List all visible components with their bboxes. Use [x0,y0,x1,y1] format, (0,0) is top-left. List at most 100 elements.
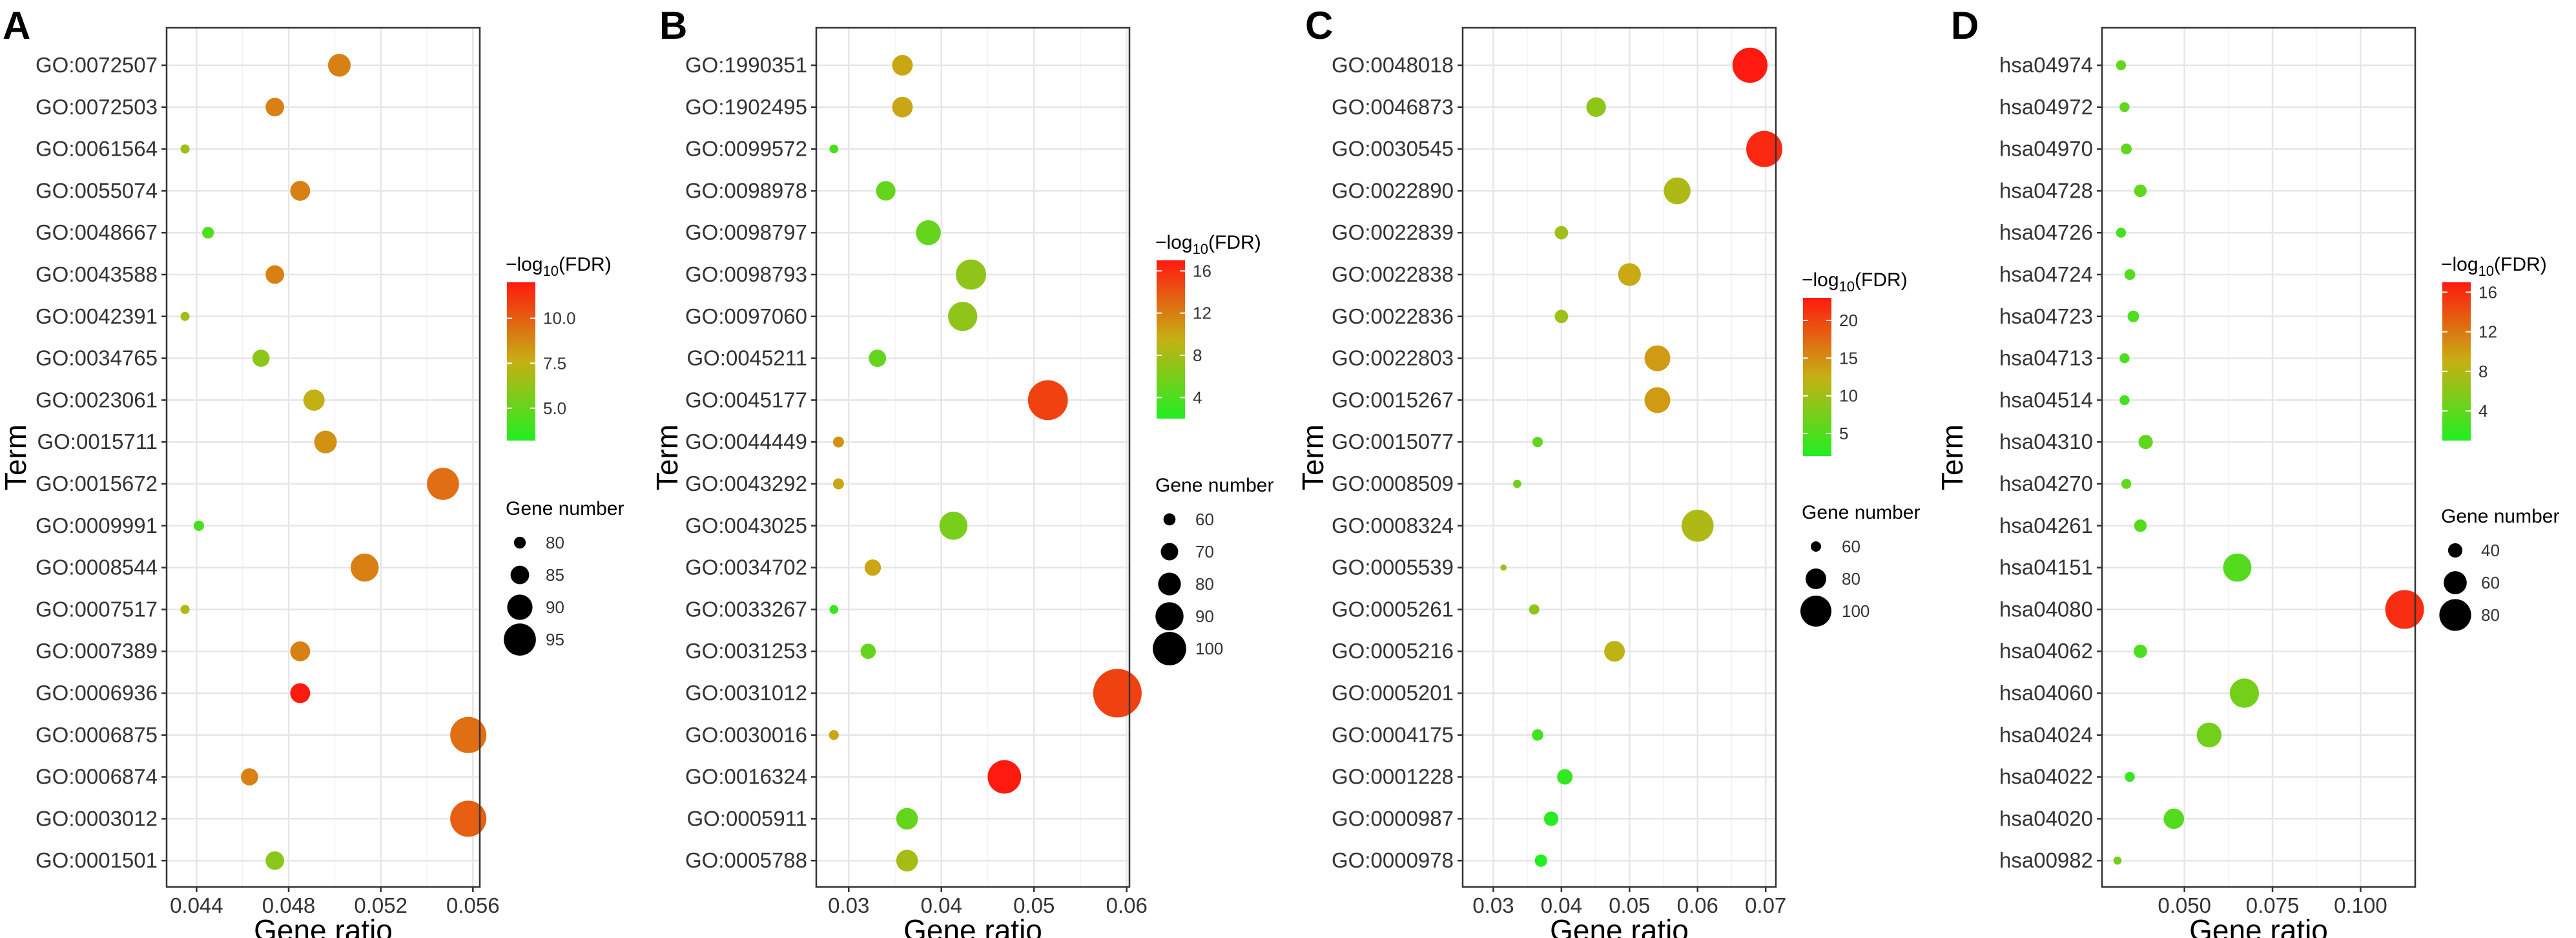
x-tick-label: 0.05 [1609,893,1650,917]
y-tick-label: GO:0043588 [36,262,158,286]
y-tick-label: GO:0005261 [1332,597,1454,621]
y-tick-label: GO:0099572 [685,137,807,161]
y-tick-label: hsa04726 [1999,220,2093,244]
data-point [265,265,284,284]
color-legend-title: −log10(FDR) [1155,232,1261,257]
color-tick-label: 8 [2478,362,2488,381]
data-point [860,643,876,660]
data-point [2124,269,2136,280]
data-point [829,605,839,614]
size-legend-label: 60 [1842,537,1860,556]
y-tick-label: hsa00982 [1999,848,2093,872]
y-tick-label: GO:0003012 [36,806,158,830]
y-tick-label: GO:1990351 [685,53,807,77]
size-legend-dot [1153,632,1186,665]
size-legend-label: 95 [546,630,564,649]
data-point [450,800,487,837]
panel-letter: C [1305,4,1333,47]
color-tick-label: 4 [2478,401,2488,421]
data-point [2119,102,2130,112]
x-tick-label: 0.075 [2246,893,2300,917]
x-tick-label: 0.06 [1106,893,1148,917]
data-point [892,55,913,76]
size-legend-dot [1160,543,1179,561]
size-legend-title: Gene number [1802,502,1920,523]
data-point [1554,225,1569,240]
data-point [896,808,918,830]
y-tick-label: GO:0022839 [1332,220,1454,244]
data-point [1543,811,1559,826]
data-point [327,54,351,77]
size-legend-title: Gene number [506,498,624,519]
data-point [193,520,205,531]
y-tick-label: GO:0016324 [685,765,807,789]
data-point [829,144,839,154]
x-tick-label: 0.048 [262,893,316,917]
y-axis-title: Term [1296,424,1330,490]
plot-frame [165,26,481,888]
data-point [1586,97,1606,117]
y-tick-label: hsa04972 [1999,95,2093,119]
size-legend-dot [2439,599,2471,631]
data-point [265,851,284,870]
y-tick-label: GO:0008324 [1332,514,1454,537]
x-tick-label: 0.04 [1541,893,1582,917]
color-tick-label: 4 [1193,388,1202,407]
data-point [1512,479,1521,488]
y-tick-label: GO:0045177 [685,388,807,412]
y-tick-label: GO:0005216 [1332,639,1454,663]
data-point [2223,553,2252,582]
data-point [892,96,913,118]
x-tick-label: 0.100 [2334,893,2387,917]
y-tick-label: hsa04728 [1999,178,2093,202]
y-tick-label: GO:0046873 [1332,95,1454,119]
size-legend-label: 80 [2481,605,2500,625]
y-tick-label: GO:0030016 [685,723,807,747]
size-legend-dot [1155,602,1184,631]
color-legend-title: −log10(FDR) [2441,254,2547,279]
size-legend-dot [1163,513,1176,526]
data-point [2229,678,2259,708]
size-legend-label: 80 [1195,574,1214,594]
data-point [832,478,844,490]
data-point [916,220,941,245]
size-legend-label: 60 [2481,573,2500,592]
x-tick-label: 0.052 [354,893,407,917]
data-point [427,468,459,500]
y-tick-label: GO:0005911 [686,806,807,830]
x-axis-title: Gene ratio [254,913,393,938]
size-legend-title: Gene number [1155,475,1273,496]
y-tick-label: GO:0006875 [36,723,158,747]
size-legend-label: 90 [546,598,564,617]
y-tick-label: hsa04270 [1999,472,2093,495]
data-point [987,760,1022,794]
y-tick-label: GO:0033267 [685,597,807,621]
size-legend-label: 80 [1842,569,1860,589]
data-point [241,768,258,786]
data-point [2196,722,2222,748]
y-tick-label: GO:0048667 [36,220,158,244]
y-tick-label: GO:1902495 [685,95,807,119]
color-bar [1157,260,1185,419]
data-point [1664,177,1691,205]
data-point [2113,856,2122,865]
size-legend-dot [1811,541,1821,552]
size-legend-label: 80 [546,533,564,552]
y-axis-title: Term [0,424,32,490]
y-tick-label: GO:0097060 [685,304,807,328]
y-tick-label: hsa04060 [1999,681,2093,705]
y-tick-label: GO:0034765 [36,346,158,370]
y-tick-label: hsa04723 [1999,304,2093,328]
plot-frame [2101,26,2416,888]
y-tick-label: GO:0022890 [1332,178,1454,202]
y-tick-label: hsa04310 [1999,430,2093,453]
y-tick-label: GO:0030545 [1332,137,1454,161]
color-tick-label: 10 [1839,386,1858,406]
y-tick-label: GO:0022803 [1332,346,1454,370]
data-point [2121,479,2132,489]
data-point [1732,47,1768,83]
y-tick-label: GO:0005201 [1332,681,1454,705]
size-legend-dot [2444,571,2467,594]
y-tick-label: GO:0000987 [1332,806,1454,830]
size-legend-label: 60 [1195,510,1214,529]
